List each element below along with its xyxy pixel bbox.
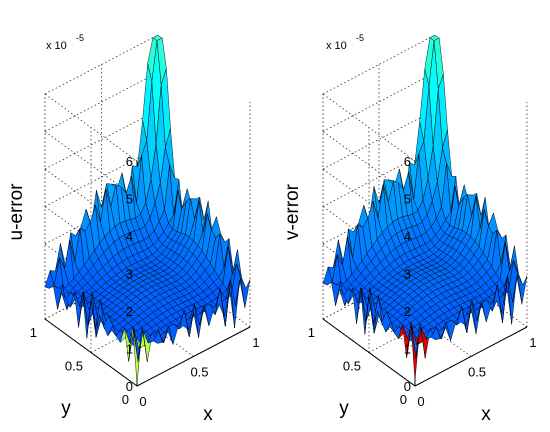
x-tick-label: 0.5	[468, 365, 486, 380]
grid-line	[44, 72, 159, 132]
v-error-surface	[322, 34, 528, 381]
z-tick-label: 5	[126, 192, 133, 207]
grid-line	[90, 293, 205, 353]
u-error-ylabel: y	[61, 398, 71, 419]
x-tick-label: 0.5	[190, 365, 208, 380]
u-error-scale-label: x 10	[46, 40, 67, 52]
z-tick-label: 3	[126, 267, 133, 282]
grid-line	[44, 131, 138, 199]
z-tick-label: 6	[126, 154, 133, 169]
grid-line	[44, 259, 159, 320]
y-axis-line	[322, 318, 416, 387]
u-error-zlabel: u-error	[6, 183, 27, 241]
x-axis-line	[414, 326, 528, 387]
grid-line	[44, 147, 159, 207]
u-error-plot: 0 1 2 3 4 5 6 0 0.5 1 0 0.5 1 u-error x y x 10 -5	[6, 33, 260, 425]
z-tick-label: 0	[404, 379, 411, 394]
v-error-ticks: 0 1 2 3 4 5 6 0 0.5 1 0 0.5 1	[308, 154, 537, 409]
y-tick-label: 0	[400, 392, 407, 407]
x-tick-label: 1	[529, 335, 536, 350]
v-error-scale-exponent: -5	[356, 33, 364, 43]
u-error-xlabel: x	[203, 404, 213, 425]
grid-line	[322, 34, 436, 95]
z-tick-label: 2	[404, 304, 411, 319]
v-error-xlabel: x	[481, 404, 491, 425]
u-error-scale-exponent: -5	[76, 33, 84, 43]
y-tick-label: 0.5	[65, 359, 83, 374]
z-tick-label: 0	[126, 379, 133, 394]
z-tick-label: 4	[126, 229, 133, 244]
z-tick-label: 4	[404, 229, 411, 244]
grid-line	[322, 109, 436, 170]
surface-patch	[517, 274, 528, 305]
z-tick-label: 1	[126, 342, 133, 357]
surface-patch	[240, 278, 251, 308]
grid-line	[44, 109, 159, 170]
u-error-surface	[44, 34, 251, 385]
y-tick-label: 0.5	[343, 359, 361, 374]
grid-line	[44, 184, 159, 245]
y-axis-line	[44, 318, 138, 387]
x-tick-label: 1	[252, 335, 259, 350]
y-tick-label: 1	[308, 325, 315, 340]
z-tick-label: 5	[404, 192, 411, 207]
x-tick-label: 0	[417, 394, 424, 409]
grid-line	[322, 72, 436, 132]
v-error-plot: 0 1 2 3 4 5 6 0 0.5 1 0 0.5 1 v-error x y x 10 -5	[282, 33, 537, 425]
z-tick-label: 1	[404, 342, 411, 357]
z-tick-label: 6	[404, 154, 411, 169]
grid-line	[44, 34, 159, 95]
grid-line	[44, 168, 138, 237]
grid-line	[322, 168, 416, 237]
z-tick-label: 2	[126, 304, 133, 319]
y-tick-label: 0	[122, 392, 129, 407]
z-tick-label: 3	[404, 267, 411, 282]
u-error-ticks: 0 1 2 3 4 5 6 0 0.5 1 0 0.5 1	[30, 154, 260, 409]
grid-line	[322, 131, 416, 199]
x-tick-label: 0	[139, 394, 146, 409]
v-error-zlabel: v-error	[282, 183, 303, 240]
v-error-ylabel: y	[339, 398, 349, 419]
v-error-scale-label: x 10	[326, 40, 347, 52]
y-tick-label: 1	[30, 325, 37, 340]
x-axis-line	[136, 326, 251, 387]
